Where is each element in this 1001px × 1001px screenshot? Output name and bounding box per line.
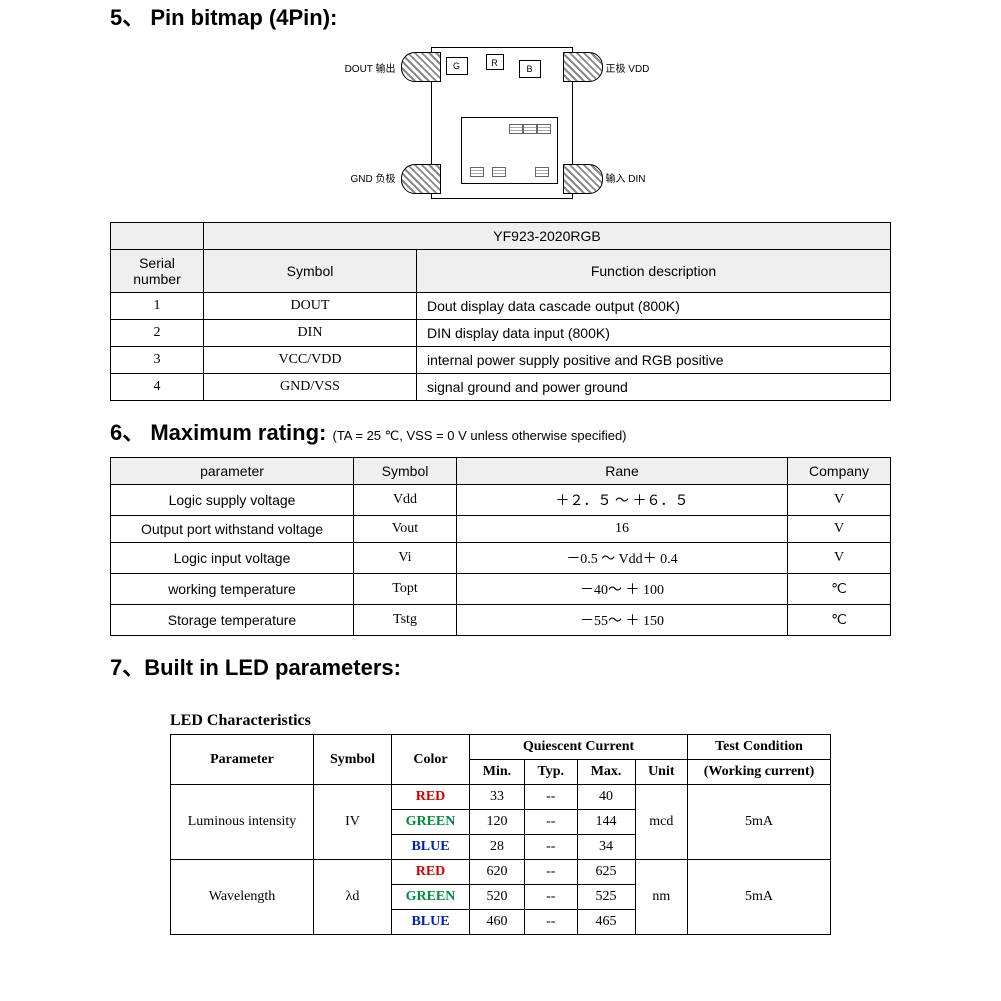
col-symbol: Symbol	[204, 250, 417, 293]
section6-subnote: (TA = 25 ℃, VSS = 0 V unless otherwise s…	[333, 428, 627, 443]
col-func: Function description	[417, 250, 891, 293]
die-b: B	[519, 60, 541, 78]
led-col-max: Max.	[577, 760, 635, 785]
pin-label-din: 输入 DIN	[606, 170, 646, 185]
led-col-param: Parameter	[171, 735, 314, 785]
led-col-unit: Unit	[635, 760, 687, 785]
pin-bitmap-figure: DOUT 输出 正极 VDD GND 负极 输入 DIN G R B	[110, 42, 891, 202]
pin-label-gnd: GND 负极	[341, 170, 396, 185]
led-col-cond: Test Condition	[688, 735, 831, 760]
pin-function-table: YF923-2020RGB Serial number Symbol Funct…	[110, 222, 891, 401]
col-serial: Serial number	[111, 250, 204, 293]
col-company: Company	[788, 458, 891, 485]
col-parameter: parameter	[111, 458, 354, 485]
table-row: Logic supply voltageVdd＋２．５ ～ ＋６．５V	[111, 485, 891, 516]
led-characteristics-table: Parameter Symbol Color Quiescent Current…	[170, 734, 831, 935]
part-number: YF923-2020RGB	[204, 223, 891, 250]
table-row: Logic input voltageVi－0.5 ～ Vdd＋ 0.4V	[111, 543, 891, 574]
led-col-symbol: Symbol	[314, 735, 392, 785]
die-g: G	[446, 57, 468, 75]
led-col-cond2: (Working current)	[688, 760, 831, 785]
led-col-min: Min.	[470, 760, 525, 785]
table-row: WavelengthλdRED620--625nm5mA	[171, 860, 831, 885]
table-row: Output port withstand voltageVout16V	[111, 516, 891, 543]
section5-heading: 5、 Pin bitmap (4Pin):	[110, 0, 891, 32]
table-row: 2DINDIN display data input (800K)	[111, 320, 891, 347]
led-col-color: Color	[392, 735, 470, 785]
table-row: Storage temperatureTstg－55～ ＋ 150℃	[111, 605, 891, 636]
led-characteristics-title: LED Characteristics	[170, 712, 831, 730]
max-rating-table: parameter Symbol Rane Company Logic supp…	[110, 457, 891, 636]
table-row: working temperatureTopt－40～ ＋ 100℃	[111, 574, 891, 605]
col-range: Rane	[457, 458, 788, 485]
section6-heading: 6、 Maximum rating: (TA = 25 ℃, VSS = 0 V…	[110, 415, 891, 447]
table-row: 1DOUTDout display data cascade output (8…	[111, 293, 891, 320]
col-symbol2: Symbol	[354, 458, 457, 485]
die-r: R	[486, 54, 504, 70]
pin-label-dout: DOUT 输出	[341, 60, 396, 75]
section7-heading: 7、Built in LED parameters:	[110, 650, 891, 682]
pin-label-vdd: 正极 VDD	[606, 60, 650, 75]
led-col-quiescent: Quiescent Current	[470, 735, 688, 760]
table-row: 3VCC/VDDinternal power supply positive a…	[111, 347, 891, 374]
led-col-typ: Typ.	[524, 760, 577, 785]
table-row: 4GND/VSSsignal ground and power ground	[111, 374, 891, 401]
table-row: Luminous intensityIVRED33--40mcd5mA	[171, 785, 831, 810]
